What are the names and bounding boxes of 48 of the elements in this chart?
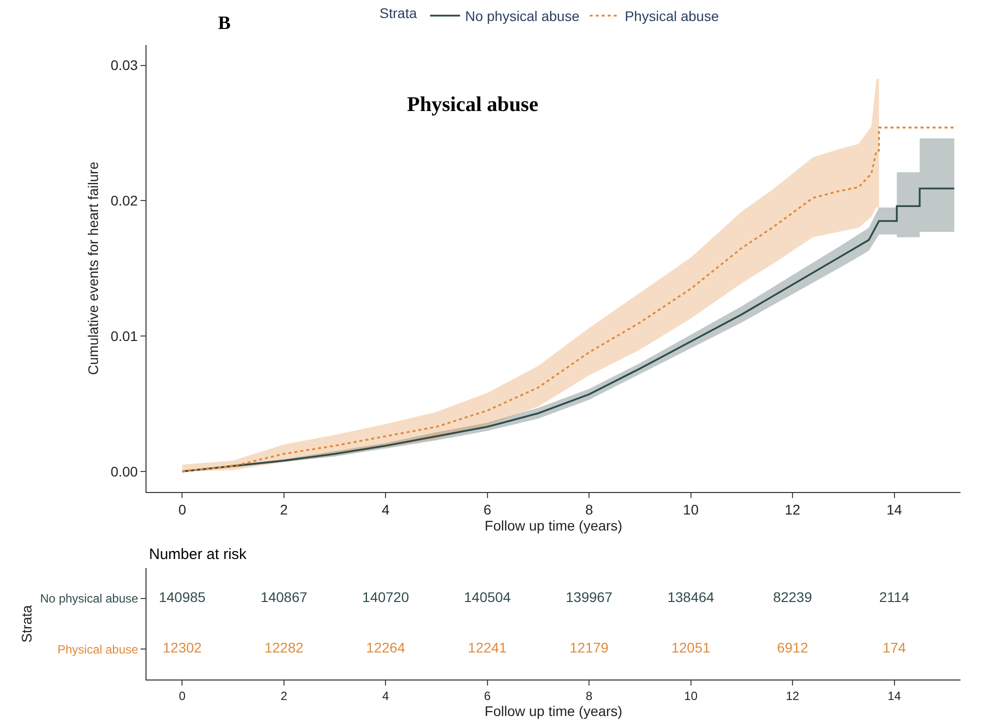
data-label: 174 bbox=[882, 640, 906, 656]
x-tick-label: 0 bbox=[178, 502, 186, 518]
text: Physical abuse bbox=[407, 92, 538, 116]
text: B bbox=[218, 13, 231, 34]
y-axis-title: Cumulative events for heart failure bbox=[85, 162, 102, 375]
x-tick-label: 4 bbox=[382, 502, 390, 518]
data-label: 140867 bbox=[260, 589, 308, 606]
y-axis-title: Strata bbox=[18, 604, 35, 643]
x-tick-label: 8 bbox=[585, 502, 594, 518]
data-label: 140504 bbox=[464, 589, 511, 606]
data-label: 12264 bbox=[366, 640, 406, 656]
x-tick-label: 12 bbox=[786, 689, 800, 704]
x-tick-label: 10 bbox=[684, 689, 698, 704]
data-label: 138464 bbox=[667, 589, 714, 606]
data-label: 12302 bbox=[162, 640, 202, 656]
y-tick-label: 0.03 bbox=[110, 57, 138, 74]
x-tick-label: 6 bbox=[483, 502, 492, 518]
data-label: 140985 bbox=[158, 589, 206, 606]
x-tick-label: 4 bbox=[382, 689, 390, 704]
data-label: 6912 bbox=[776, 640, 808, 656]
legend-label: No physical abuse bbox=[465, 8, 580, 24]
x-axis-title: Follow up time (years) bbox=[484, 703, 622, 720]
legend-title: Strata bbox=[380, 5, 418, 22]
x-tick-label: 2 bbox=[280, 689, 288, 704]
y-tick-label: No physical abuse bbox=[40, 592, 139, 606]
data-label: 12179 bbox=[570, 640, 609, 656]
legend-label: Physical abuse bbox=[624, 8, 720, 24]
data-label: 2114 bbox=[879, 589, 910, 606]
x-tick-label: 6 bbox=[484, 689, 492, 704]
data-label: 139967 bbox=[566, 589, 613, 606]
y-tick-label: 0.00 bbox=[110, 463, 138, 480]
x-tick-label: 14 bbox=[886, 502, 902, 518]
x-tick-label: 2 bbox=[280, 502, 288, 518]
x-tick-label: 8 bbox=[586, 689, 593, 704]
data-label: 140720 bbox=[362, 589, 410, 606]
y-tick-label: 0.01 bbox=[110, 328, 138, 344]
y-tick-label: 0.02 bbox=[110, 192, 138, 209]
data-label: 12282 bbox=[264, 640, 304, 656]
chart-title: Number at risk bbox=[149, 546, 248, 563]
x-axis-title: Follow up time (years) bbox=[484, 518, 622, 534]
y-tick-label: Physical abuse bbox=[57, 642, 139, 656]
x-tick-label: 12 bbox=[784, 502, 801, 518]
data-label: 82239 bbox=[773, 589, 812, 606]
x-tick-label: 0 bbox=[178, 689, 186, 704]
data-label: 12051 bbox=[671, 640, 710, 656]
x-tick-label: 14 bbox=[888, 689, 902, 704]
data-label: 12241 bbox=[468, 640, 508, 656]
x-tick-label: 10 bbox=[683, 502, 699, 518]
